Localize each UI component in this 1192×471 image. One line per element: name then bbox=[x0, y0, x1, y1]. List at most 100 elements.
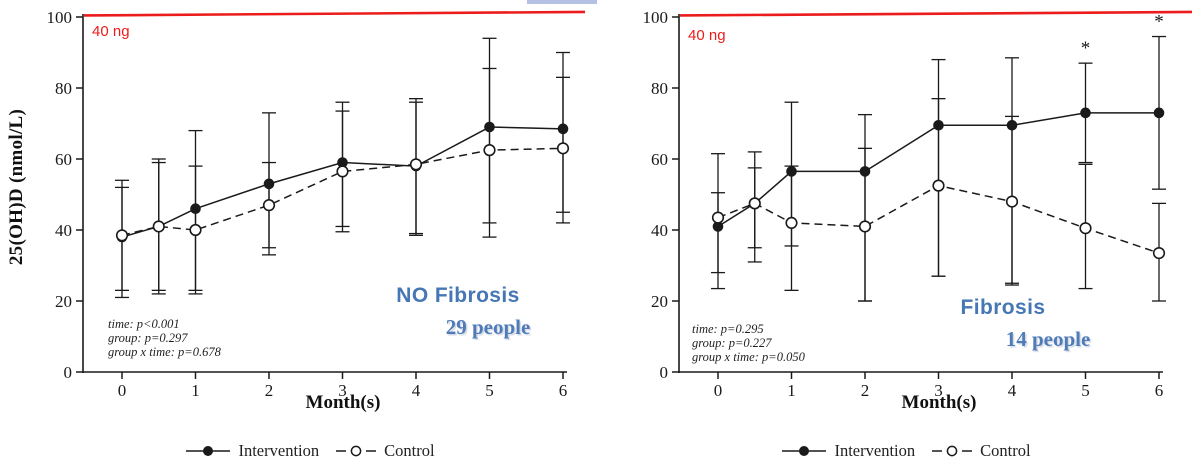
control-point bbox=[748, 197, 761, 210]
chart-subtitle-no-fibrosis: 29 people bbox=[445, 315, 531, 339]
intervention-point bbox=[933, 119, 944, 131]
markers-intervention bbox=[712, 107, 1165, 232]
axes bbox=[82, 14, 567, 373]
legend-item-control: Control bbox=[335, 441, 435, 461]
y-tick-label: 100 bbox=[47, 8, 73, 27]
control-point bbox=[189, 223, 202, 237]
control-marker-icon bbox=[336, 445, 377, 457]
line-intervention bbox=[121, 126, 564, 238]
control-point bbox=[785, 216, 798, 229]
control-point bbox=[1005, 195, 1019, 208]
y-axis-title: 25(OH)D (nmol/L) bbox=[6, 108, 27, 266]
y-tick-label: 60 bbox=[55, 150, 72, 169]
x-tick-labels: 0 1 2 3 4 5 6 bbox=[118, 372, 568, 400]
intervention-marker-icon bbox=[186, 446, 231, 456]
intervention-point bbox=[557, 123, 569, 135]
y-tick-labels: 0 20 40 60 80 100 bbox=[47, 8, 83, 382]
x-tick-label: 5 bbox=[1081, 381, 1090, 400]
control-marker-icon bbox=[932, 445, 973, 457]
axes bbox=[678, 14, 1163, 373]
legend-label-control: Control bbox=[980, 441, 1031, 460]
screenshot-artifact bbox=[527, 0, 597, 4]
x-tick-label: 0 bbox=[714, 381, 723, 400]
legend-left: Intervention Control bbox=[160, 441, 460, 461]
control-point bbox=[1079, 222, 1092, 235]
chart-title-fibrosis: Fibrosis bbox=[960, 296, 1046, 319]
x-tick-labels: 0 1 2 3 4 5 6 bbox=[714, 372, 1164, 400]
x-tick-label: 0 bbox=[118, 381, 127, 400]
reference-line-label-left: 40 ng bbox=[92, 23, 130, 40]
stats-line: time: p=0.295 bbox=[692, 322, 764, 336]
control-point bbox=[483, 144, 496, 157]
chart-subtitle-fibrosis: 14 people bbox=[1005, 327, 1091, 351]
x-tick-label: 6 bbox=[1155, 381, 1164, 400]
x-tick-label: 1 bbox=[191, 381, 200, 400]
line-intervention bbox=[717, 112, 1159, 228]
intervention-point bbox=[263, 178, 275, 190]
stats-line: time: p<0.001 bbox=[108, 317, 180, 331]
x-tick-label: 5 bbox=[485, 381, 494, 400]
legend-label-intervention: Intervention bbox=[238, 441, 320, 460]
stats-line: group: p=0.297 bbox=[108, 331, 188, 345]
legend-item-intervention: Intervention bbox=[185, 441, 319, 461]
chart-no-fibrosis: 0 20 40 60 80 100 0 1 2 3 4 5 6 bbox=[47, 8, 586, 400]
y-tick-label: 20 bbox=[651, 292, 668, 311]
intervention-point bbox=[337, 157, 348, 168]
y-tick-label: 20 bbox=[55, 292, 72, 311]
control-point bbox=[1152, 246, 1166, 260]
legend-item-control: Control bbox=[931, 441, 1031, 461]
error-bars-control bbox=[115, 67, 570, 299]
intervention-point bbox=[712, 221, 724, 232]
intervention-point bbox=[786, 166, 797, 177]
legend-right: Intervention Control bbox=[756, 441, 1056, 461]
y-tick-label: 100 bbox=[643, 8, 669, 27]
control-point bbox=[858, 220, 872, 233]
x-tick-label: 6 bbox=[559, 381, 568, 400]
y-tick-label: 80 bbox=[651, 79, 668, 98]
control-point bbox=[409, 158, 423, 171]
chart-title-no-fibrosis: NO Fibrosis bbox=[396, 284, 520, 307]
x-tick-label: 3 bbox=[934, 381, 943, 400]
legend-item-intervention: Intervention bbox=[781, 441, 915, 461]
y-tick-label: 0 bbox=[64, 363, 73, 382]
reference-line bbox=[83, 10, 586, 17]
intervention-point bbox=[190, 203, 201, 214]
x-tick-label: 4 bbox=[1008, 381, 1017, 400]
intervention-point bbox=[859, 166, 871, 177]
control-point bbox=[262, 199, 276, 212]
intervention-point bbox=[484, 121, 495, 133]
legend-label-intervention: Intervention bbox=[834, 441, 916, 460]
control-point bbox=[115, 229, 129, 242]
stats-block-left: time: p<0.001 group: p=0.297 group x tim… bbox=[108, 317, 221, 359]
intervention-marker-icon bbox=[782, 446, 827, 456]
x-tick-label: 4 bbox=[412, 381, 421, 400]
reference-line-label-right: 40 ng bbox=[688, 27, 726, 44]
intervention-point bbox=[1006, 119, 1018, 131]
significance-asterisk: * bbox=[1154, 12, 1164, 33]
y-tick-label: 0 bbox=[660, 363, 669, 382]
significance-asterisk: * bbox=[1081, 38, 1091, 59]
x-tick-label: 2 bbox=[265, 381, 274, 400]
control-point bbox=[711, 211, 725, 224]
stats-block-right: time: p=0.295 group: p=0.227 group x tim… bbox=[692, 322, 805, 364]
intervention-point bbox=[1080, 107, 1091, 119]
x-axis-title-right: Month(s) bbox=[901, 392, 977, 413]
y-tick-label: 40 bbox=[651, 221, 668, 240]
stats-line: group: p=0.227 bbox=[692, 336, 772, 350]
markers-control bbox=[711, 179, 1166, 260]
y-tick-label: 80 bbox=[55, 79, 72, 98]
intervention-point bbox=[1153, 107, 1165, 119]
stats-line: group x time: p=0.678 bbox=[108, 345, 221, 359]
control-point bbox=[556, 142, 570, 155]
y-tick-label: 60 bbox=[651, 150, 668, 169]
control-point bbox=[932, 179, 945, 192]
reference-line bbox=[679, 10, 1192, 17]
x-tick-label: 2 bbox=[861, 381, 870, 400]
x-tick-label: 3 bbox=[338, 381, 347, 400]
y-tick-label: 40 bbox=[55, 221, 72, 240]
line-control bbox=[121, 147, 564, 237]
line-control bbox=[717, 184, 1160, 254]
y-tick-labels: 0 20 40 60 80 100 bbox=[643, 8, 679, 382]
control-point bbox=[336, 165, 349, 178]
